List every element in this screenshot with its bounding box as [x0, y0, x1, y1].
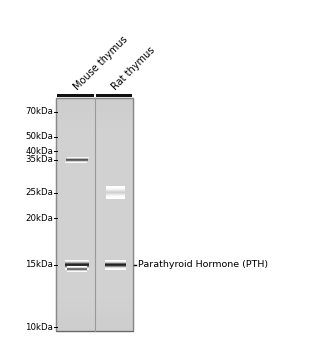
Text: Parathyroid Hormone (PTH): Parathyroid Hormone (PTH): [138, 260, 268, 270]
Text: 15kDa: 15kDa: [25, 260, 53, 270]
Bar: [56, 98, 133, 331]
Text: 25kDa: 25kDa: [25, 188, 53, 197]
Text: 10kDa: 10kDa: [25, 323, 53, 332]
Text: 50kDa: 50kDa: [25, 132, 53, 141]
Text: 70kDa: 70kDa: [25, 107, 53, 117]
Text: 35kDa: 35kDa: [25, 155, 53, 164]
Text: Rat thymus: Rat thymus: [110, 45, 157, 92]
Text: 20kDa: 20kDa: [25, 214, 53, 223]
Text: Mouse thymus: Mouse thymus: [72, 34, 129, 92]
Text: 40kDa: 40kDa: [25, 147, 53, 156]
Bar: [96, 94, 132, 97]
Bar: [57, 94, 94, 97]
